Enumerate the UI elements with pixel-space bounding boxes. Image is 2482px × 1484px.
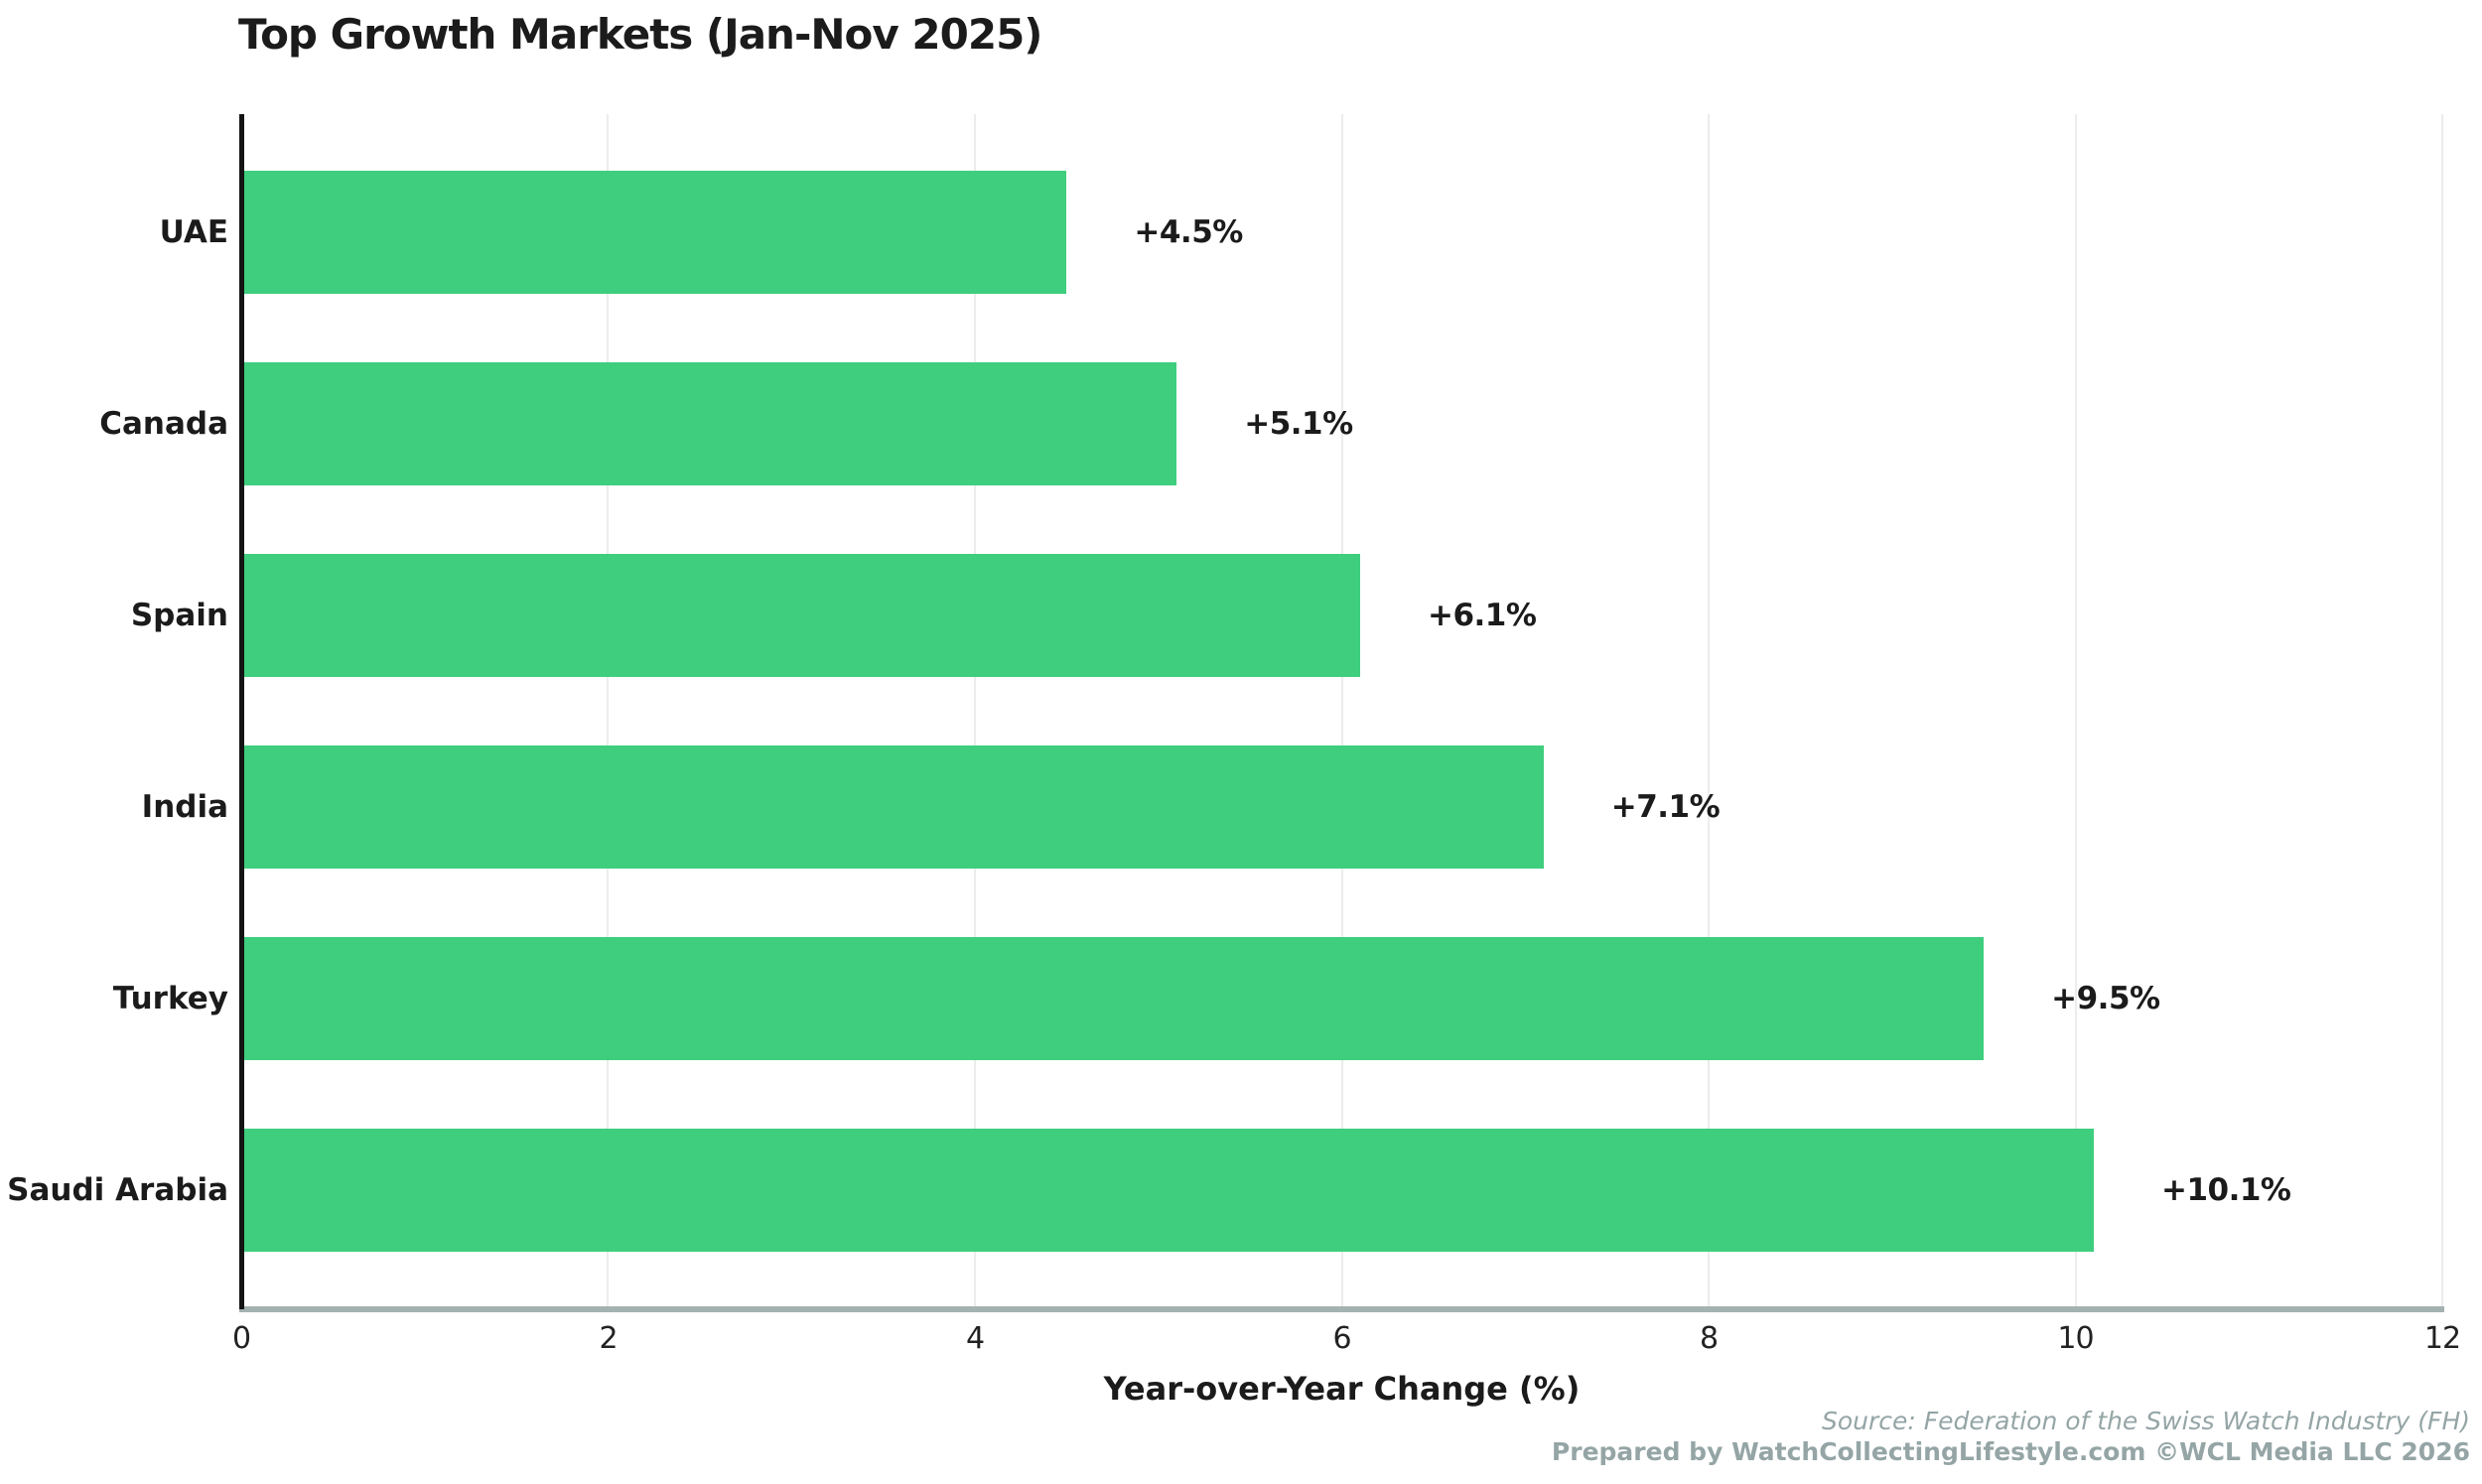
- footer: Source: Federation of the Swiss Watch In…: [1552, 1406, 2470, 1467]
- value-label: +6.1%: [1427, 597, 1537, 633]
- y-axis-line: [239, 114, 244, 1309]
- category-label: UAE: [159, 213, 228, 250]
- value-label: +4.5%: [1134, 213, 1243, 250]
- x-tick-label: 10: [2057, 1321, 2094, 1356]
- category-label: India: [141, 788, 228, 825]
- x-tick-label: 12: [2423, 1321, 2461, 1356]
- bar-row: Canada +5.1%: [99, 328, 2442, 519]
- x-tick-label: 4: [965, 1321, 985, 1356]
- bar-row: Saudi Arabia +10.1%: [7, 1094, 2442, 1285]
- source-note: Source: Federation of the Swiss Watch In…: [1822, 1407, 2470, 1435]
- x-axis-title: Year-over-Year Change (%): [1103, 1370, 1581, 1408]
- gridline-x-8: [1707, 114, 1710, 1307]
- x-tick-label: 0: [231, 1321, 251, 1356]
- x-tick-label: 2: [599, 1321, 618, 1356]
- x-tick-labels: 0 2 4 6 8 10 12: [232, 1321, 2461, 1361]
- bar-row: UAE +4.5%: [160, 136, 2442, 328]
- x-tick-label: 6: [1332, 1321, 1351, 1356]
- category-label: Turkey: [112, 980, 228, 1016]
- gridline-x-12: [2441, 114, 2443, 1307]
- bar-row: Turkey +9.5%: [113, 902, 2442, 1094]
- value-label: +10.1%: [2160, 1171, 2291, 1208]
- category-label: Saudi Arabia: [7, 1171, 228, 1208]
- bar: [241, 170, 1067, 294]
- bar-row: India +7.1%: [142, 711, 2442, 902]
- credit-note: Prepared by WatchCollectingLifestyle.com…: [1551, 1437, 2470, 1466]
- category-label: Canada: [99, 405, 228, 442]
- gridline-x-6: [1340, 114, 1343, 1307]
- value-label: +5.1%: [1244, 405, 1353, 442]
- bar: [241, 936, 1985, 1060]
- bar: [241, 744, 1544, 869]
- x-tick-label: 8: [1699, 1321, 1719, 1356]
- bar: [241, 361, 1177, 485]
- gridline-x-10: [2074, 114, 2077, 1307]
- bar-row: Spain +6.1%: [131, 519, 2442, 711]
- value-label: +7.1%: [1610, 788, 1721, 825]
- bar: [241, 553, 1360, 677]
- bar: [241, 1128, 2094, 1252]
- chart-title: Top Growth Markets (Jan-Nov 2025): [238, 10, 1042, 59]
- bar-rows: UAE +4.5% Canada +5.1% Spain +6.1% India +7.1% T…: [7, 114, 2442, 1307]
- category-label: Spain: [130, 597, 228, 633]
- gridline-x-4: [973, 114, 976, 1307]
- x-axis-line: [239, 1306, 2444, 1312]
- gridline-x-2: [607, 114, 610, 1307]
- value-label: +9.5%: [2051, 980, 2160, 1016]
- plot-area: UAE +4.5% Canada +5.1% Spain +6.1% India +7.1% T…: [7, 114, 2444, 1312]
